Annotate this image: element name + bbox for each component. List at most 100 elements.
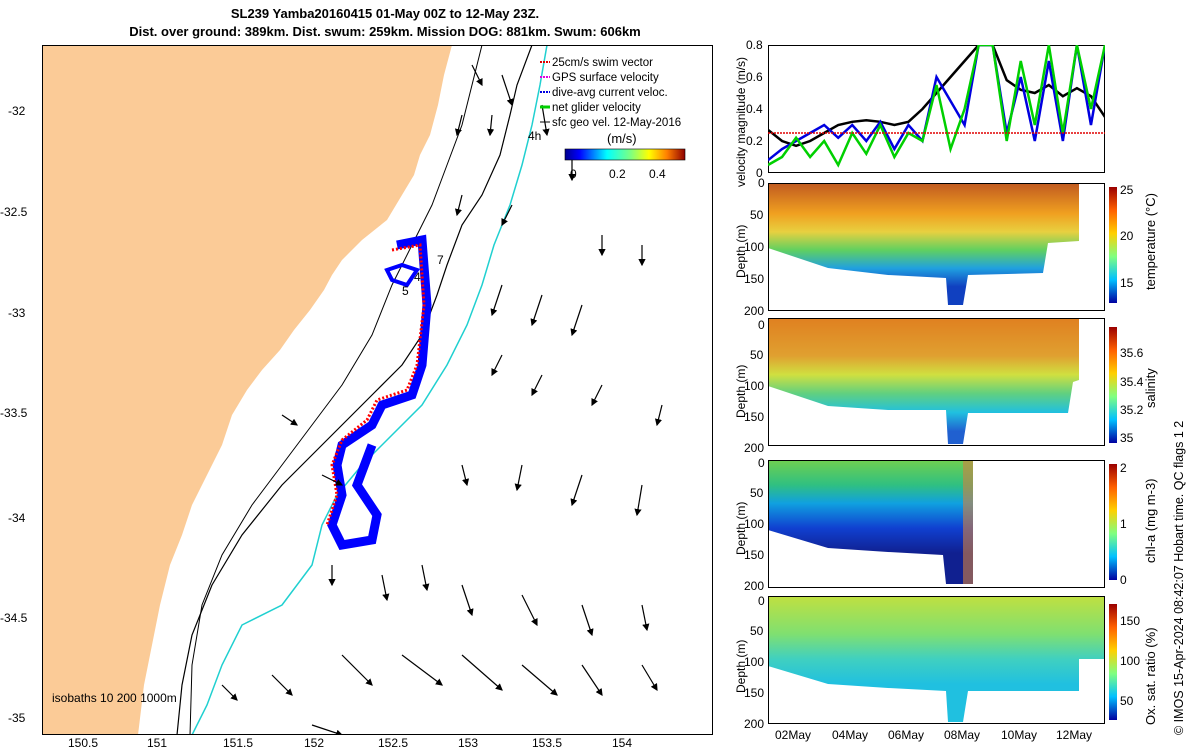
- map-y-tick: -34: [8, 511, 26, 525]
- temperature-colorbar: [1109, 187, 1117, 303]
- temperature-y-tick: 50: [750, 208, 764, 222]
- oxygen-section: [768, 596, 1105, 724]
- chla-cbar-tick: 2: [1120, 461, 1127, 475]
- map-y-tick: -33: [8, 306, 26, 320]
- colorbar-tick: 0.2: [609, 167, 626, 181]
- chla-y-tick: 100: [744, 517, 765, 531]
- velocity-y-tick: 0.2: [746, 134, 763, 148]
- salinity-cbar-tick: 35: [1120, 431, 1134, 445]
- oxygen-cbar-tick: 50: [1120, 694, 1134, 708]
- salinity-colorbar: [1109, 327, 1117, 443]
- map-legend: 25cm/s swim vector GPS surface velocity …: [540, 57, 686, 181]
- chla-cbar-tick: 0: [1120, 573, 1127, 587]
- colorbar-tick: 0.4: [649, 167, 666, 181]
- oxygen-y-tick: 200: [744, 717, 765, 731]
- temperature-cbar-tick: 25: [1120, 183, 1134, 197]
- chla-section: [768, 460, 1105, 588]
- map-x-tick: 152.5: [378, 736, 409, 750]
- legend-dive-avg-current: dive-avg current veloc.: [552, 87, 668, 99]
- velocity-chart-frame: [768, 45, 1105, 173]
- map-frame: [42, 45, 713, 735]
- map-y-tick: -33.5: [0, 406, 28, 420]
- chla-y-tick: 150: [744, 548, 765, 562]
- legend-swim-vector: 25cm/s swim vector: [552, 57, 653, 69]
- isobath-1000m: [176, 45, 533, 735]
- temperature-cbar-tick: 15: [1120, 276, 1134, 290]
- oxygen-cbar-tick: 100: [1120, 654, 1141, 668]
- velocity-y-tick: 0.6: [746, 70, 763, 84]
- isobaths-label: isobaths 10 200 1000m: [52, 691, 177, 705]
- chla-y-tick: 200: [744, 579, 765, 593]
- oxygen-y-tick: 0: [758, 594, 765, 608]
- time-x-tick: 12May: [1056, 728, 1093, 742]
- salinity-cbar-tick: 35.6: [1120, 346, 1144, 360]
- map-y-tick: -35: [8, 711, 26, 725]
- time-x-tick: 02May: [775, 728, 812, 742]
- salinity-y-tick: 150: [744, 410, 765, 424]
- velocity-chart: [768, 45, 1105, 173]
- temperature-section: [768, 183, 1105, 311]
- footer-credit: © IMOS 15-Apr-2024 08:42:07 Hobart time.…: [1172, 420, 1186, 735]
- chart-title-line2: Dist. over ground: 389km. Dist. swum: 25…: [129, 24, 641, 39]
- velocity-y-tick: 0.4: [746, 102, 763, 116]
- temperature-cbar-label: temperature (°C): [1143, 193, 1158, 290]
- map-x-tick: 154: [612, 736, 633, 750]
- chla-y-tick: 50: [750, 486, 764, 500]
- oxygen-y-tick: 50: [750, 624, 764, 638]
- track-label: 4: [414, 270, 421, 284]
- velocity-series-line: [768, 45, 1105, 168]
- map-y-tick: -32.5: [0, 205, 28, 219]
- oxygen-y-tick: 150: [744, 686, 765, 700]
- map-x-tick: 152: [304, 736, 325, 750]
- colorbar-tick: 0: [570, 167, 577, 181]
- chla-colorbar: [1109, 464, 1117, 580]
- oxygen-y-tick: 100: [744, 655, 765, 669]
- velocity-series-line: [768, 45, 1105, 162]
- salinity-cbar-tick: 35.4: [1120, 375, 1144, 389]
- map-x-tick: 151.5: [223, 736, 254, 750]
- isobath-200m: [189, 45, 483, 735]
- legend-net-glider-velocity: net glider velocity: [552, 102, 641, 114]
- velocity-y-tick: 0: [756, 166, 763, 180]
- chla-cbar-tick: 1: [1120, 517, 1127, 531]
- temperature-cbar-tick: 20: [1120, 229, 1134, 243]
- track-label: 4h: [528, 129, 541, 143]
- glider-track: [325, 234, 432, 550]
- track-label: 7: [437, 253, 444, 267]
- salinity-cbar-tick: 35.2: [1120, 403, 1144, 417]
- velocity-series-line: [768, 45, 1105, 148]
- salinity-y-tick: 100: [744, 379, 765, 393]
- map-y-tick: -32: [8, 104, 26, 118]
- salinity-y-tick: 50: [750, 348, 764, 362]
- legend-sfc-geo-vel: sfc geo vel. 12-May-2016: [552, 117, 681, 129]
- temperature-y-tick: 0: [758, 176, 765, 190]
- glider-route-line: [191, 45, 548, 735]
- time-x-tick: 04May: [832, 728, 869, 742]
- colorbar-label: (m/s): [607, 131, 637, 146]
- chla-cbar-label: chl-a (mg m-3): [1143, 478, 1158, 563]
- chart-title-line1: SL239 Yamba20160415 01-May 00Z to 12-May…: [230, 6, 540, 21]
- oxygen-cbar-tick: 150: [1120, 614, 1141, 628]
- map-x-tick: 151: [147, 736, 168, 750]
- land: [42, 45, 452, 735]
- map-x-tick: 153: [458, 736, 479, 750]
- salinity-section: [768, 318, 1105, 446]
- map-x-tick: 150.5: [68, 736, 99, 750]
- oxygen-cbar-label: Ox. sat. ratio (%): [1143, 627, 1158, 725]
- oxygen-colorbar: [1109, 604, 1117, 720]
- salinity-cbar-label: salinity: [1143, 368, 1158, 408]
- map-y-tick: -34.5: [0, 611, 28, 625]
- salinity-y-tick: 0: [758, 318, 765, 332]
- time-x-tick: 06May: [888, 728, 925, 742]
- salinity-y-tick: 200: [744, 441, 765, 455]
- speed-colorbar: [564, 148, 686, 161]
- temperature-y-tick: 200: [744, 304, 765, 318]
- map-x-tick: 153.5: [532, 736, 563, 750]
- track-label: 5: [402, 284, 409, 298]
- time-x-tick: 10May: [1001, 728, 1038, 742]
- velocity-y-tick: 0.8: [746, 38, 763, 52]
- temperature-y-tick: 100: [744, 240, 765, 254]
- temperature-y-tick: 150: [744, 272, 765, 286]
- legend-gps-velocity: GPS surface velocity: [552, 72, 659, 84]
- map-panel: 4h 7 4 5 25cm/s swim vector GPS surface …: [42, 45, 713, 735]
